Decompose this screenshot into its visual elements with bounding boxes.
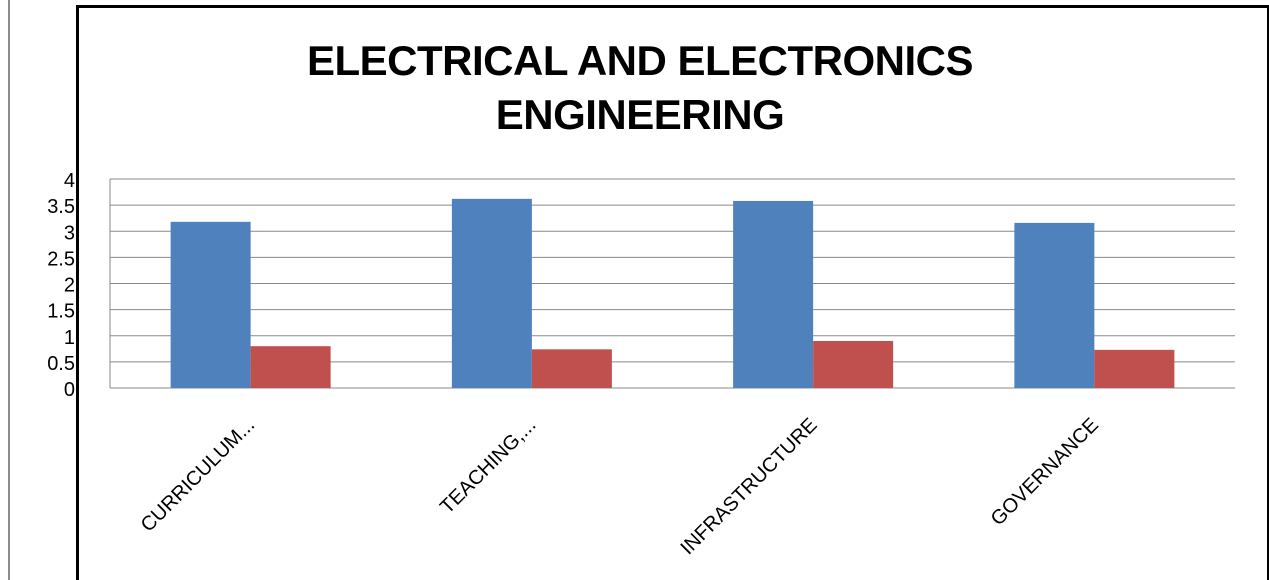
y-tick-label: 2.5 (47, 248, 75, 270)
chart-title-line-1: ELECTRICAL AND ELECTRONICS (306, 37, 974, 84)
x-category-label: CURRICULUM... (137, 414, 259, 536)
chart-title: ELECTRICAL AND ELECTRONICS ENGINEERING (140, 34, 1140, 142)
y-tick-label: 0.5 (47, 353, 75, 375)
bar-series-2-4 (1094, 349, 1175, 388)
x-category-label: GOVERNANCE (987, 414, 1103, 530)
chart-title-line-2: ENGINEERING (495, 91, 785, 138)
y-tick-label: 3 (64, 222, 75, 244)
left-margin (0, 0, 76, 580)
y-tick-label: 3.5 (47, 196, 75, 218)
margin-rule (8, 0, 10, 580)
y-tick-label: 0 (64, 379, 75, 401)
bar-series-2-3 (813, 340, 894, 388)
bar-series-2-1 (250, 346, 331, 388)
bar-series-2-2 (531, 349, 612, 388)
y-tick-label: 4 (64, 170, 75, 192)
y-tick-label: 1 (64, 327, 75, 349)
y-tick-label: 2 (64, 275, 75, 297)
bar-series-1-2 (451, 198, 532, 388)
y-tick-label: 1.5 (47, 301, 75, 323)
bar-series-1-3 (733, 200, 814, 388)
bar-series-1-1 (170, 221, 251, 388)
bar-series-1-4 (1014, 222, 1095, 388)
x-category-label: INFRASTRUCTURE (676, 414, 821, 559)
x-category-label: TEACHING,... (436, 414, 540, 518)
